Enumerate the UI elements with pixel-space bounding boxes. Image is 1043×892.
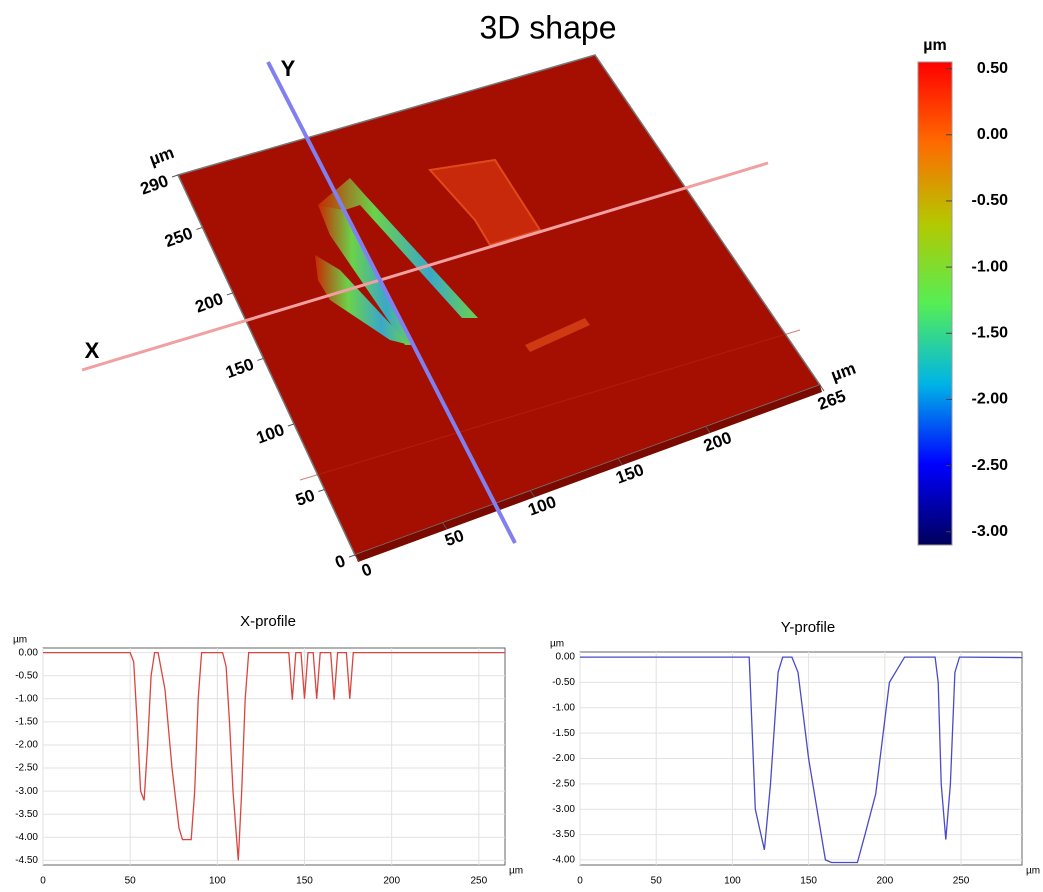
y-unit: µm xyxy=(147,143,177,169)
y-tick-label: -2.00 xyxy=(552,753,575,764)
profile-line xyxy=(43,653,505,861)
figure: 3D shape XY05010015020026505010015020025… xyxy=(0,0,1043,892)
colorbar-tick-label: -1.00 xyxy=(972,258,1009,275)
profile-line xyxy=(580,657,1022,862)
y-tick-label: -0.50 xyxy=(552,677,575,688)
y-tick-label: 200 xyxy=(193,289,226,317)
x-tick-label: 50 xyxy=(651,876,663,887)
y-unit: µm xyxy=(550,639,564,650)
y-tick-label: -3.00 xyxy=(552,804,575,815)
x-tick-label: 100 xyxy=(209,876,226,887)
colorbar-tick-label: -2.50 xyxy=(972,457,1009,474)
y-tick xyxy=(288,424,294,426)
x-tick-label: 200 xyxy=(876,876,893,887)
y-tick-label: 150 xyxy=(223,355,256,383)
plot-title: X-profile xyxy=(240,613,296,630)
colorbar-label: µm xyxy=(923,37,946,54)
x-tick-label: 150 xyxy=(800,876,817,887)
x-unit: µm xyxy=(509,866,523,877)
y-tick-label: 0 xyxy=(333,551,348,572)
colorbar-tick-label: 0.50 xyxy=(977,60,1008,77)
y-tick-label: -3.00 xyxy=(15,786,38,797)
colorbar-tick-label: -2.00 xyxy=(972,391,1009,408)
y-tick-label: -2.50 xyxy=(15,763,38,774)
y-tick-label: -1.50 xyxy=(15,717,38,728)
y-tick-label: -2.00 xyxy=(15,740,38,751)
y-tick xyxy=(349,555,355,557)
y-tick-label: 0.00 xyxy=(19,647,39,658)
y-tick xyxy=(257,358,263,360)
y-tick-label: 50 xyxy=(293,486,317,510)
page: {"chart_data": [ {"type": "surface3d", "… xyxy=(0,0,1043,892)
x-axis-label: X xyxy=(85,338,100,363)
y-tick xyxy=(196,227,202,229)
chart-title: 3D shape xyxy=(480,9,617,45)
y-axis-label: Y xyxy=(281,56,296,81)
y-tick-label: -1.50 xyxy=(552,728,575,739)
y-tick xyxy=(227,293,233,295)
x-tick-label: 0 xyxy=(359,559,374,580)
x-tick-label: 150 xyxy=(296,876,313,887)
x-tick-label: 0 xyxy=(577,876,583,887)
x-unit: µm xyxy=(828,359,858,385)
y-tick-label: -3.50 xyxy=(552,829,575,840)
x-tick-label: 50 xyxy=(125,876,137,887)
x-unit: µm xyxy=(1026,866,1040,877)
y-tick-label: -4.50 xyxy=(15,855,38,866)
y-tick xyxy=(172,175,178,177)
x-tick-label: 0 xyxy=(40,876,46,887)
colorbar-tick-label: -1.50 xyxy=(972,324,1009,341)
y-tick-label: 100 xyxy=(254,420,287,448)
x-tick-label: 200 xyxy=(383,876,400,887)
y-tick-label: 290 xyxy=(138,171,171,199)
surface xyxy=(178,55,820,555)
y-tick-label: -1.00 xyxy=(15,693,38,704)
colorbar-tick-label: 0.00 xyxy=(977,126,1008,143)
plot-frame xyxy=(43,648,505,865)
x-tick-label: 250 xyxy=(953,876,970,887)
y-unit: µm xyxy=(13,635,27,646)
y-tick-label: -4.00 xyxy=(15,832,38,843)
plot-title: Y-profile xyxy=(781,619,835,636)
y-tick-label: -4.00 xyxy=(552,855,575,866)
x-tick-label: 250 xyxy=(471,876,488,887)
y-tick-label: -2.50 xyxy=(552,778,575,789)
x-tick-label: 100 xyxy=(724,876,741,887)
y-tick xyxy=(318,489,324,491)
y-tick-label: -0.50 xyxy=(15,670,38,681)
colorbar-tick-label: -3.00 xyxy=(972,523,1009,540)
y-tick-label: 0.00 xyxy=(556,652,576,663)
colorbar-tick-label: -0.50 xyxy=(972,192,1009,209)
y-tick-label: -1.00 xyxy=(552,702,575,713)
y-tick-label: -3.50 xyxy=(15,809,38,820)
y-tick-label: 250 xyxy=(162,224,195,252)
